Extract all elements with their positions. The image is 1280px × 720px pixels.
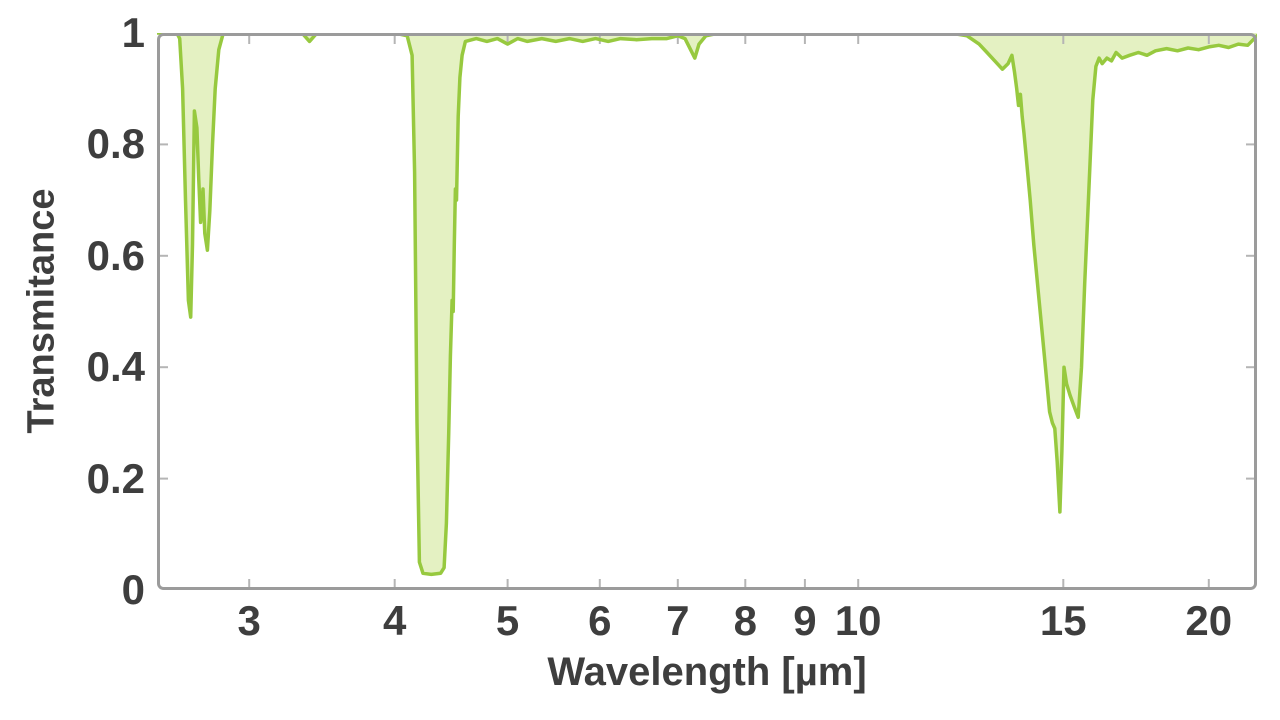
- y-tick-label: 0.6: [86, 231, 145, 279]
- x-tick-label: 10: [834, 597, 882, 644]
- series-fill: [157, 33, 1257, 575]
- series-line: [157, 33, 1257, 577]
- x-axis-title: Wavelength [µm]: [547, 650, 867, 694]
- y-tick-label: 0.4: [86, 343, 145, 391]
- x-tick-label: 5: [495, 597, 520, 644]
- x-tick-label: 6: [588, 597, 612, 644]
- y-tick-label: 0.2: [86, 454, 145, 502]
- x-tick-label: 7: [666, 597, 690, 644]
- x-tick-label: 3: [237, 597, 261, 644]
- x-tick-label: 15: [1039, 597, 1087, 644]
- y-tick-label: 0.8: [86, 120, 145, 168]
- axes-frame: [157, 33, 1257, 590]
- x-tick-label: 4: [383, 597, 407, 644]
- x-tick-label: 20: [1185, 597, 1233, 644]
- plot-area: [157, 33, 1257, 590]
- x-tick-label: 9: [793, 597, 817, 644]
- y-tick-label: 0: [121, 566, 145, 613]
- y-axis-title: Transmitance: [20, 188, 63, 434]
- y-tick-label: 1: [121, 9, 145, 56]
- x-tick-label: 8: [733, 597, 757, 644]
